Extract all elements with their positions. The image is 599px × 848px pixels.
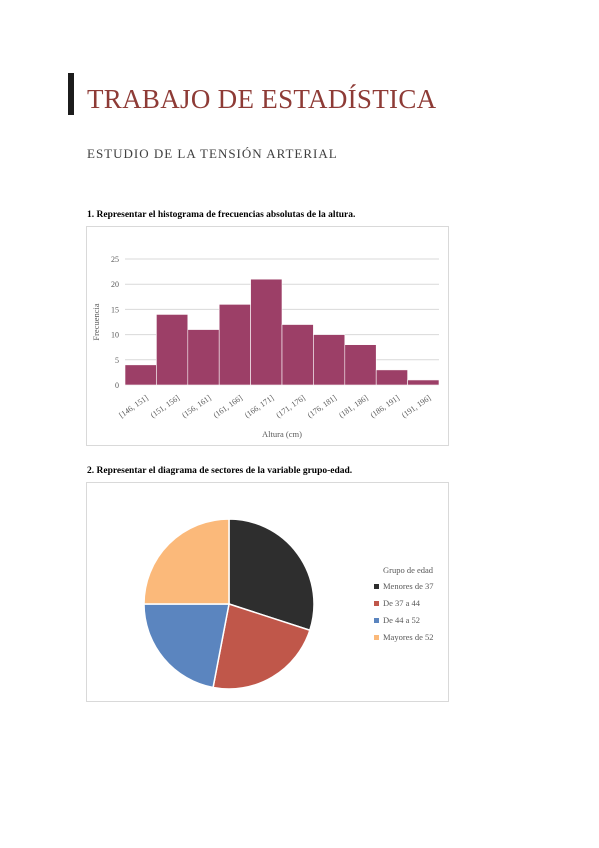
x-tick-label: (156, 161] bbox=[180, 393, 213, 420]
pie-slice bbox=[143, 603, 230, 689]
legend-entry: Menores de 37 bbox=[383, 581, 434, 591]
y-tick-label: 10 bbox=[111, 331, 119, 340]
histogram-bar bbox=[313, 334, 346, 386]
legend-swatch bbox=[374, 635, 379, 640]
x-tick-label: (181, 186] bbox=[337, 393, 370, 420]
legend-entry: De 37 a 44 bbox=[383, 598, 421, 608]
y-tick-label: 0 bbox=[115, 381, 119, 390]
histogram-svg: 0 5 10 15 20 25 [146, 151](151, 156](156, 161]… bbox=[91, 255, 440, 439]
histogram-bar bbox=[344, 344, 377, 386]
legend-entry: De 44 a 52 bbox=[383, 615, 420, 625]
histogram-bar bbox=[156, 314, 189, 386]
pie-slice bbox=[143, 518, 230, 605]
x-axis-label: Altura (cm) bbox=[262, 429, 302, 439]
pie-svg: Grupo de edad Menores de 37 De 37 a 44 De 4… bbox=[143, 518, 434, 690]
histogram-bar bbox=[375, 369, 408, 386]
document-title: TRABAJO DE ESTADÍSTICA bbox=[87, 84, 437, 114]
x-tick-label: (161, 166] bbox=[212, 393, 245, 420]
legend-swatch bbox=[374, 584, 379, 589]
question-1: 1. Representar el histograma de frecuenc… bbox=[87, 210, 356, 220]
y-tick-label: 5 bbox=[115, 356, 119, 365]
title-accent-bar bbox=[68, 73, 74, 115]
y-tick-label: 25 bbox=[111, 255, 119, 264]
question-2: 2. Representar el diagrama de sectores d… bbox=[87, 466, 353, 476]
x-tick-label: [146, 151] bbox=[117, 393, 150, 420]
x-tick-label: (191, 196] bbox=[400, 393, 433, 420]
legend-swatch bbox=[374, 601, 379, 606]
histogram-bar bbox=[250, 278, 283, 386]
histogram-bar bbox=[218, 304, 251, 386]
pie-slice bbox=[212, 603, 311, 690]
y-tick-label: 15 bbox=[111, 305, 119, 314]
histogram-bar bbox=[407, 379, 440, 386]
histogram-chart: 0 5 10 15 20 25 [146, 151] (151, 156] (156, 161]… bbox=[86, 226, 449, 446]
y-axis-label: Frecuencia bbox=[91, 303, 101, 341]
y-tick-label: 20 bbox=[111, 280, 119, 289]
x-tick-label: (186, 191] bbox=[369, 393, 402, 420]
histogram-bar bbox=[187, 329, 220, 386]
legend-title: Grupo de edad bbox=[383, 565, 434, 575]
legend-swatch bbox=[374, 618, 379, 623]
x-tick-label: (176, 181] bbox=[306, 393, 339, 420]
legend-entry: Mayores de 52 bbox=[383, 632, 434, 642]
histogram-bar bbox=[124, 364, 157, 386]
x-tick-label: (151, 156] bbox=[149, 393, 182, 420]
pie-chart: Grupo de edad Menores de 37 De 37 a 44 De 4… bbox=[86, 482, 449, 702]
histogram-bar bbox=[281, 324, 314, 386]
x-tick-label: (166, 171] bbox=[243, 393, 276, 420]
document-subtitle: ESTUDIO DE LA TENSIÓN ARTERIAL bbox=[87, 146, 338, 161]
pie-slice bbox=[228, 518, 315, 632]
x-tick-label: (171, 176] bbox=[274, 393, 307, 420]
